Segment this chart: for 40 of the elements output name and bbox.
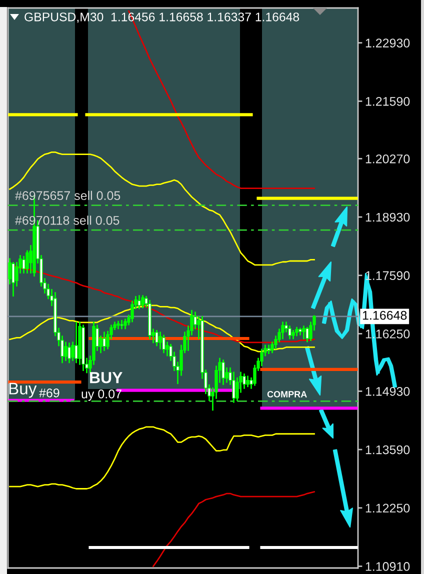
candlestick	[71, 342, 74, 361]
annotation: #69	[39, 388, 60, 398]
candlestick	[138, 295, 141, 310]
annotation: BUY	[90, 372, 122, 384]
candlestick	[12, 262, 15, 297]
y-tick-label: 1.22930	[366, 38, 410, 48]
candlestick	[68, 342, 71, 364]
candlestick	[232, 372, 236, 403]
ref-line-label: #6975657 sell 0.05	[15, 190, 120, 200]
annotation: uy 0.07	[82, 390, 122, 401]
candlestick	[102, 332, 106, 351]
candlestick	[306, 326, 309, 342]
candlestick	[22, 256, 26, 274]
y-tick-label: 1.13590	[366, 445, 410, 454]
y-tick-label: 1.10910	[366, 562, 410, 571]
candlestick	[158, 332, 162, 350]
candlestick	[155, 330, 158, 346]
candlestick	[64, 342, 68, 361]
y-tick-label: 1.20270	[366, 154, 410, 164]
candlestick	[281, 322, 284, 340]
candlestick	[120, 320, 124, 330]
y-tick-label: 1.14930	[366, 387, 410, 396]
y-tick-label: 1.18930	[366, 212, 410, 222]
ref-line-label: 1.16648	[362, 310, 407, 320]
y-tick-label: 1.21590	[366, 96, 410, 106]
annotation: Buy	[9, 382, 37, 398]
line-series	[152, 491, 315, 567]
candlestick	[74, 322, 78, 364]
annotation: COMPRA	[267, 391, 307, 398]
candlestick	[302, 326, 306, 340]
y-tick-label: 1.12250	[366, 504, 410, 513]
candlestick	[162, 334, 166, 354]
candlestick	[124, 318, 127, 330]
line-series	[9, 426, 315, 490]
candlestick	[246, 376, 250, 388]
line-series	[9, 151, 315, 266]
candlestick	[288, 326, 292, 340]
candlestick	[222, 360, 225, 385]
candlestick	[242, 374, 246, 389]
candlestick	[141, 295, 144, 308]
